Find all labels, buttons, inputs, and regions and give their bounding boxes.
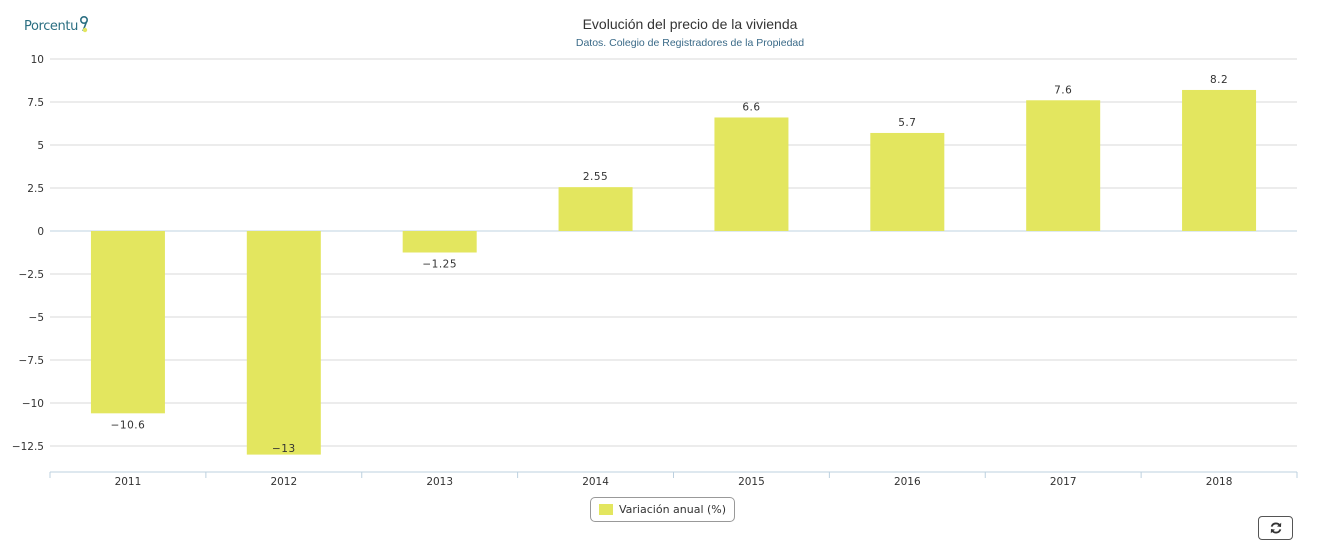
bar-2017[interactable] bbox=[1026, 100, 1101, 231]
bar-2015[interactable] bbox=[714, 117, 789, 231]
refresh-icon bbox=[1270, 522, 1281, 534]
percent-logo-icon bbox=[79, 15, 88, 33]
data-labels: −10.6 −13 −1.25 2.55 6.6 5.7 7.6 8.2 bbox=[111, 74, 1228, 455]
y-tick-label: 0 bbox=[37, 226, 44, 238]
data-label: −1.25 bbox=[422, 259, 457, 271]
y-tick-label: 10 bbox=[31, 54, 44, 66]
y-tick-label: 7.5 bbox=[27, 97, 44, 109]
x-tick-label: 2016 bbox=[894, 476, 921, 488]
y-tick-label: −2.5 bbox=[19, 269, 45, 281]
x-tick-label: 2013 bbox=[426, 476, 453, 488]
data-label: 7.6 bbox=[1054, 84, 1072, 96]
legend-swatch bbox=[599, 504, 613, 515]
y-tick-label: −10 bbox=[22, 398, 44, 410]
x-tick-label: 2018 bbox=[1206, 476, 1233, 488]
bar-2013[interactable] bbox=[402, 231, 477, 253]
x-tick-label: 2017 bbox=[1050, 476, 1077, 488]
chart-subtitle: Datos. Colegio de Registradores de la Pr… bbox=[575, 37, 805, 49]
bars bbox=[90, 89, 1257, 455]
data-label: 8.2 bbox=[1210, 74, 1228, 86]
data-label: 6.6 bbox=[742, 101, 760, 113]
legend-item-variacion-anual[interactable]: Variación anual (%) bbox=[590, 497, 736, 522]
x-tick-label: 2011 bbox=[115, 476, 142, 488]
refresh-button[interactable] bbox=[1258, 516, 1293, 540]
y-tick-label: 2.5 bbox=[27, 183, 44, 195]
gridlines bbox=[50, 58, 1297, 447]
bar-2018[interactable] bbox=[1182, 89, 1257, 232]
y-tick-label: 5 bbox=[37, 140, 44, 152]
y-tick-label: −7.5 bbox=[19, 355, 45, 367]
y-tick-label: −5 bbox=[29, 312, 44, 324]
bar-2014[interactable] bbox=[558, 187, 633, 231]
x-axis bbox=[49, 471, 1298, 478]
bar-2011[interactable] bbox=[90, 231, 165, 414]
logo: Porcentu bbox=[24, 14, 89, 38]
legend-label: Variación anual (%) bbox=[619, 503, 727, 516]
data-label: 5.7 bbox=[898, 117, 916, 129]
data-label: 2.55 bbox=[583, 171, 608, 183]
data-label: −10.6 bbox=[111, 419, 146, 431]
y-axis-tick-labels: 10 7.5 5 2.5 0 −2.5 −5 −7.5 −10 −12.5 bbox=[12, 54, 44, 453]
logo-text: Porcentu bbox=[24, 18, 78, 34]
y-tick-label: −12.5 bbox=[12, 441, 44, 453]
x-axis-tick-labels: 2011 2012 2013 2014 2015 2016 2017 2018 bbox=[115, 476, 1233, 488]
bar-2016[interactable] bbox=[870, 132, 945, 231]
x-tick-label: 2015 bbox=[738, 476, 765, 488]
x-tick-label: 2014 bbox=[582, 476, 609, 488]
data-label: −13 bbox=[272, 443, 296, 455]
bar-2012[interactable] bbox=[246, 231, 321, 455]
chart-title: Evolución del precio de la vivienda bbox=[582, 16, 798, 32]
x-tick-label: 2012 bbox=[270, 476, 297, 488]
